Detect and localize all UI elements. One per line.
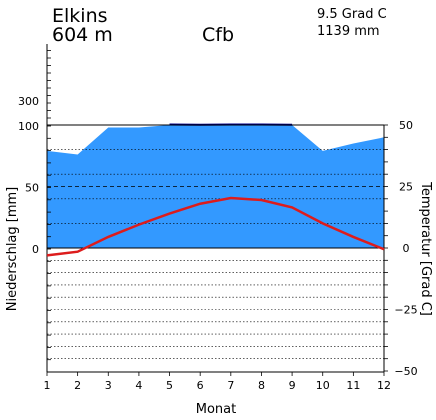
month-tick-label: 8: [258, 379, 265, 392]
temp-tick-label: 50: [399, 119, 413, 132]
month-tick-label: 3: [105, 379, 112, 392]
month-tick-label: 7: [227, 379, 234, 392]
precip-tick-label: 0: [32, 243, 39, 256]
month-tick-label: 12: [377, 379, 391, 392]
koppen-class: Cfb: [202, 24, 234, 46]
month-tick-label: 4: [135, 379, 142, 392]
month-tick-label: 11: [346, 379, 360, 392]
month-tick-label: 6: [197, 379, 204, 392]
annual-temperature: 9.5 Grad C: [317, 7, 387, 22]
temp-tick-label: −50: [394, 365, 417, 378]
x-axis-label: Monat: [196, 402, 236, 416]
right-axis-label: Temperatur [Grad C]: [418, 181, 433, 316]
precip-tick-label: 100: [18, 120, 39, 133]
month-tick-label: 5: [166, 379, 173, 392]
temp-tick-label: 25: [399, 181, 413, 194]
left-axis-label: Niederschlag [mm]: [5, 187, 20, 312]
precip-tick-label: 50: [25, 182, 39, 195]
month-tick-label: 1: [44, 379, 51, 392]
station-elevation: 604 m: [52, 24, 113, 46]
month-tick-label: 10: [316, 379, 330, 392]
month-tick-label: 9: [289, 379, 296, 392]
temp-tick-label: −25: [394, 304, 417, 317]
month-tick-label: 2: [74, 379, 81, 392]
annual-precipitation: 1139 mm: [317, 24, 380, 39]
temp-tick-label: 0: [403, 242, 410, 255]
precip-tick-label: 300: [18, 95, 39, 108]
